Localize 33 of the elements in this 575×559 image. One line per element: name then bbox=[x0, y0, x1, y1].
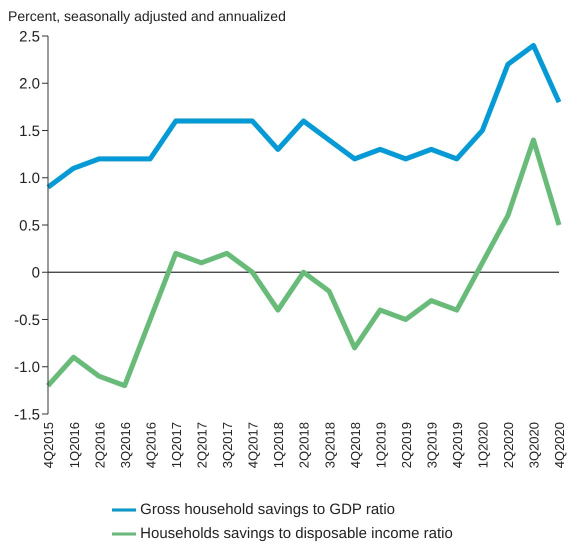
x-tick-label: 3Q2017 bbox=[220, 422, 236, 468]
legend-label: Gross household savings to GDP ratio bbox=[140, 500, 396, 518]
y-tick-label: 2.0 bbox=[19, 76, 40, 93]
x-tick-label: 4Q2019 bbox=[450, 422, 466, 468]
y-tick-label: 1.5 bbox=[19, 122, 40, 140]
legend-label: Households savings to disposable income ratio bbox=[140, 524, 453, 542]
x-tick-label: 4Q2020 bbox=[552, 422, 568, 468]
y-tick-label: -1.0 bbox=[14, 359, 40, 376]
x-tick-label: 1Q2018 bbox=[271, 422, 286, 468]
y-tick-label: -1.5 bbox=[14, 406, 40, 424]
x-tick-label: 2Q2018 bbox=[296, 422, 312, 468]
x-tick-label: 4Q2018 bbox=[348, 422, 363, 468]
x-tick-label: 2Q2016 bbox=[92, 422, 108, 468]
y-axis-title: Percent, seasonally adjusted and annualized bbox=[8, 8, 287, 26]
x-tick-label: 4Q2017 bbox=[246, 422, 261, 468]
x-tick-label: 4Q2015 bbox=[41, 422, 56, 468]
x-tick-label: 2Q2017 bbox=[194, 422, 210, 468]
y-tick-label: -0.5 bbox=[14, 312, 40, 329]
y-tick-label: 2.5 bbox=[19, 28, 40, 46]
y-tick-label: 0 bbox=[32, 264, 40, 282]
x-tick-label: 1Q2020 bbox=[476, 422, 491, 468]
y-tick-label: 1.0 bbox=[19, 170, 40, 188]
x-tick-label: 1Q2019 bbox=[373, 422, 388, 468]
x-tick-label: 4Q2016 bbox=[143, 422, 158, 468]
x-tick-label: 3Q2016 bbox=[118, 422, 133, 468]
x-tick-label: 3Q2018 bbox=[322, 422, 338, 468]
x-tick-label: 2Q2020 bbox=[501, 422, 516, 468]
x-tick-label: 3Q2020 bbox=[526, 422, 542, 468]
x-tick-label: 2Q2019 bbox=[398, 422, 414, 468]
x-tick-label: 1Q2017 bbox=[168, 422, 184, 468]
y-tick-label: 0.5 bbox=[19, 217, 40, 234]
x-tick-label: 3Q2019 bbox=[424, 422, 440, 468]
x-tick-label: 1Q2016 bbox=[66, 422, 82, 468]
